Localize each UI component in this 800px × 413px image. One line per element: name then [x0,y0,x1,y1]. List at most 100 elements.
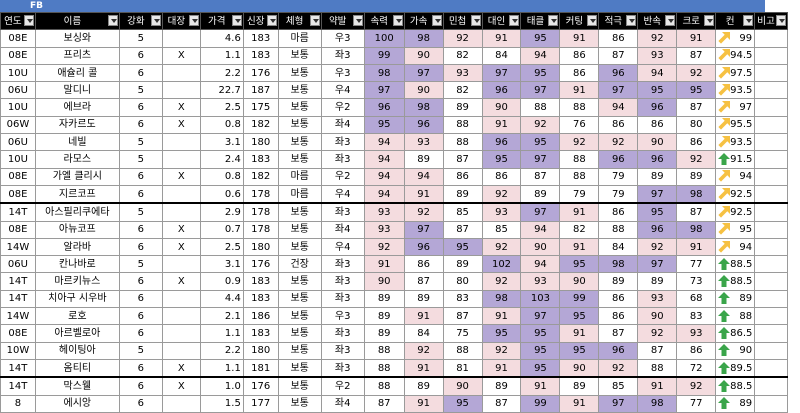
cell-body-type[interactable]: 보통 [277,81,322,100]
cell-stat[interactable]: 80 [442,272,483,291]
cell-stat[interactable]: 82 [559,220,600,239]
cell-note[interactable] [754,324,788,343]
cell-note[interactable] [754,289,788,309]
cell-stat[interactable]: 94 [520,46,561,65]
cell-stat[interactable]: 73 [676,272,717,291]
cell-enhance[interactable]: 5 [118,202,163,222]
cell-name[interactable]: 칸나바로 [34,255,120,274]
cell-name[interactable]: 마르키뉴스 [34,272,120,291]
cell-stat[interactable]: 86 [637,115,678,135]
cell-height[interactable]: 183 [242,150,279,169]
cell-stat[interactable]: 92 [403,202,444,222]
cell-stat[interactable]: 91 [481,29,522,48]
cell-captain[interactable]: X [161,98,201,117]
cell-stat[interactable]: 88 [559,167,600,186]
cell-stat[interactable]: 92 [520,115,561,135]
cell-name[interactable]: 네빌 [34,133,120,152]
cell-weak-foot[interactable]: 좌4 [320,115,365,135]
cell-stat[interactable]: 95 [520,63,561,83]
cell-stat[interactable]: 96 [637,220,678,239]
cell-captain[interactable] [161,29,201,48]
cell-year[interactable]: 14T [0,202,36,222]
filter-dropdown-icon[interactable] [23,15,34,26]
cell-note[interactable] [754,255,788,274]
cell-control[interactable]: 88.5 [715,272,756,291]
cell-stat[interactable]: 97 [520,202,561,222]
filter-dropdown-icon[interactable] [392,15,403,26]
cell-year[interactable]: 08E [0,29,36,48]
cell-stat[interactable]: 82 [442,81,483,100]
cell-captain[interactable] [161,150,201,169]
cell-body-type[interactable]: 보통 [277,341,322,360]
cell-stat[interactable]: 86 [598,202,639,222]
cell-stat[interactable]: 89 [363,307,405,326]
cell-captain[interactable] [161,307,201,326]
cell-note[interactable] [754,307,788,326]
cell-price[interactable]: 2.2 [199,341,244,360]
cell-stat[interactable]: 86 [598,307,639,326]
cell-body-type[interactable]: 보통 [277,358,322,379]
cell-body-type[interactable]: 보통 [277,307,322,326]
filter-dropdown-icon[interactable] [309,15,320,26]
cell-captain[interactable]: X [161,167,201,186]
cell-stat[interactable]: 89 [363,324,405,343]
cell-stat[interactable]: 93 [637,289,678,309]
cell-weak-foot[interactable]: 우2 [320,98,365,117]
cell-stat[interactable]: 95 [481,324,522,343]
cell-price[interactable]: 2.2 [199,63,244,83]
cell-weak-foot[interactable]: 좌3 [320,341,365,360]
cell-price[interactable]: 3.1 [199,133,244,152]
cell-stat[interactable]: 86 [403,255,444,274]
cell-stat[interactable]: 93 [363,202,405,222]
filter-dropdown-icon[interactable] [626,15,637,26]
cell-stat[interactable]: 91 [403,394,444,413]
cell-body-type[interactable]: 보통 [277,46,322,65]
cell-body-type[interactable]: 마름 [277,184,322,205]
cell-stat[interactable]: 97 [637,184,678,205]
cell-enhance[interactable]: 5 [118,81,163,100]
cell-year[interactable]: 10W [0,341,36,360]
cell-stat[interactable]: 88 [559,98,600,117]
cell-name[interactable]: 옴티티 [34,358,120,379]
cell-stat[interactable]: 89 [363,289,405,309]
cell-stat[interactable]: 87 [598,46,639,65]
cell-height[interactable]: 176 [242,376,279,396]
cell-price[interactable]: 0.9 [199,272,244,291]
cell-stat[interactable]: 83 [676,307,717,326]
cell-body-type[interactable]: 보통 [277,115,322,135]
column-header[interactable]: 속력 [363,11,405,31]
cell-name[interactable]: 아뉴코프 [34,220,120,239]
cell-body-type[interactable]: 보통 [277,272,322,291]
cell-stat[interactable]: 86 [676,133,717,152]
cell-stat[interactable]: 95 [559,341,600,360]
cell-stat[interactable]: 96 [481,133,522,152]
cell-name[interactable]: 알라바 [34,237,120,257]
cell-stat[interactable]: 88 [442,341,483,360]
filter-dropdown-icon[interactable] [352,15,363,26]
column-header[interactable]: 이름 [34,11,120,31]
cell-stat[interactable]: 93 [442,63,483,83]
column-header[interactable]: 민첩 [442,11,483,31]
cell-stat[interactable]: 87 [442,150,483,169]
column-header[interactable]: 약발 [320,11,365,31]
cell-note[interactable] [754,358,788,379]
cell-price[interactable]: 22.7 [199,81,244,100]
cell-height[interactable]: 175 [242,98,279,117]
cell-control[interactable]: 88 [715,307,756,326]
cell-stat[interactable]: 100 [363,29,405,48]
cell-stat[interactable]: 92 [363,237,405,257]
cell-price[interactable]: 0.6 [199,184,244,205]
cell-control[interactable]: 97 [715,98,756,117]
cell-stat[interactable]: 92 [481,237,522,257]
cell-price[interactable]: 4.6 [199,29,244,48]
cell-control[interactable]: 94 [715,167,756,186]
cell-stat[interactable]: 99 [520,394,561,413]
cell-stat[interactable]: 93 [363,220,405,239]
cell-height[interactable]: 186 [242,307,279,326]
cell-stat[interactable]: 88 [520,98,561,117]
cell-stat[interactable]: 88 [442,115,483,135]
cell-stat[interactable]: 90 [403,81,444,100]
cell-name[interactable]: 헤이팅아 [34,341,120,360]
column-header[interactable]: 가속 [403,11,444,31]
cell-body-type[interactable]: 보통 [277,376,322,396]
